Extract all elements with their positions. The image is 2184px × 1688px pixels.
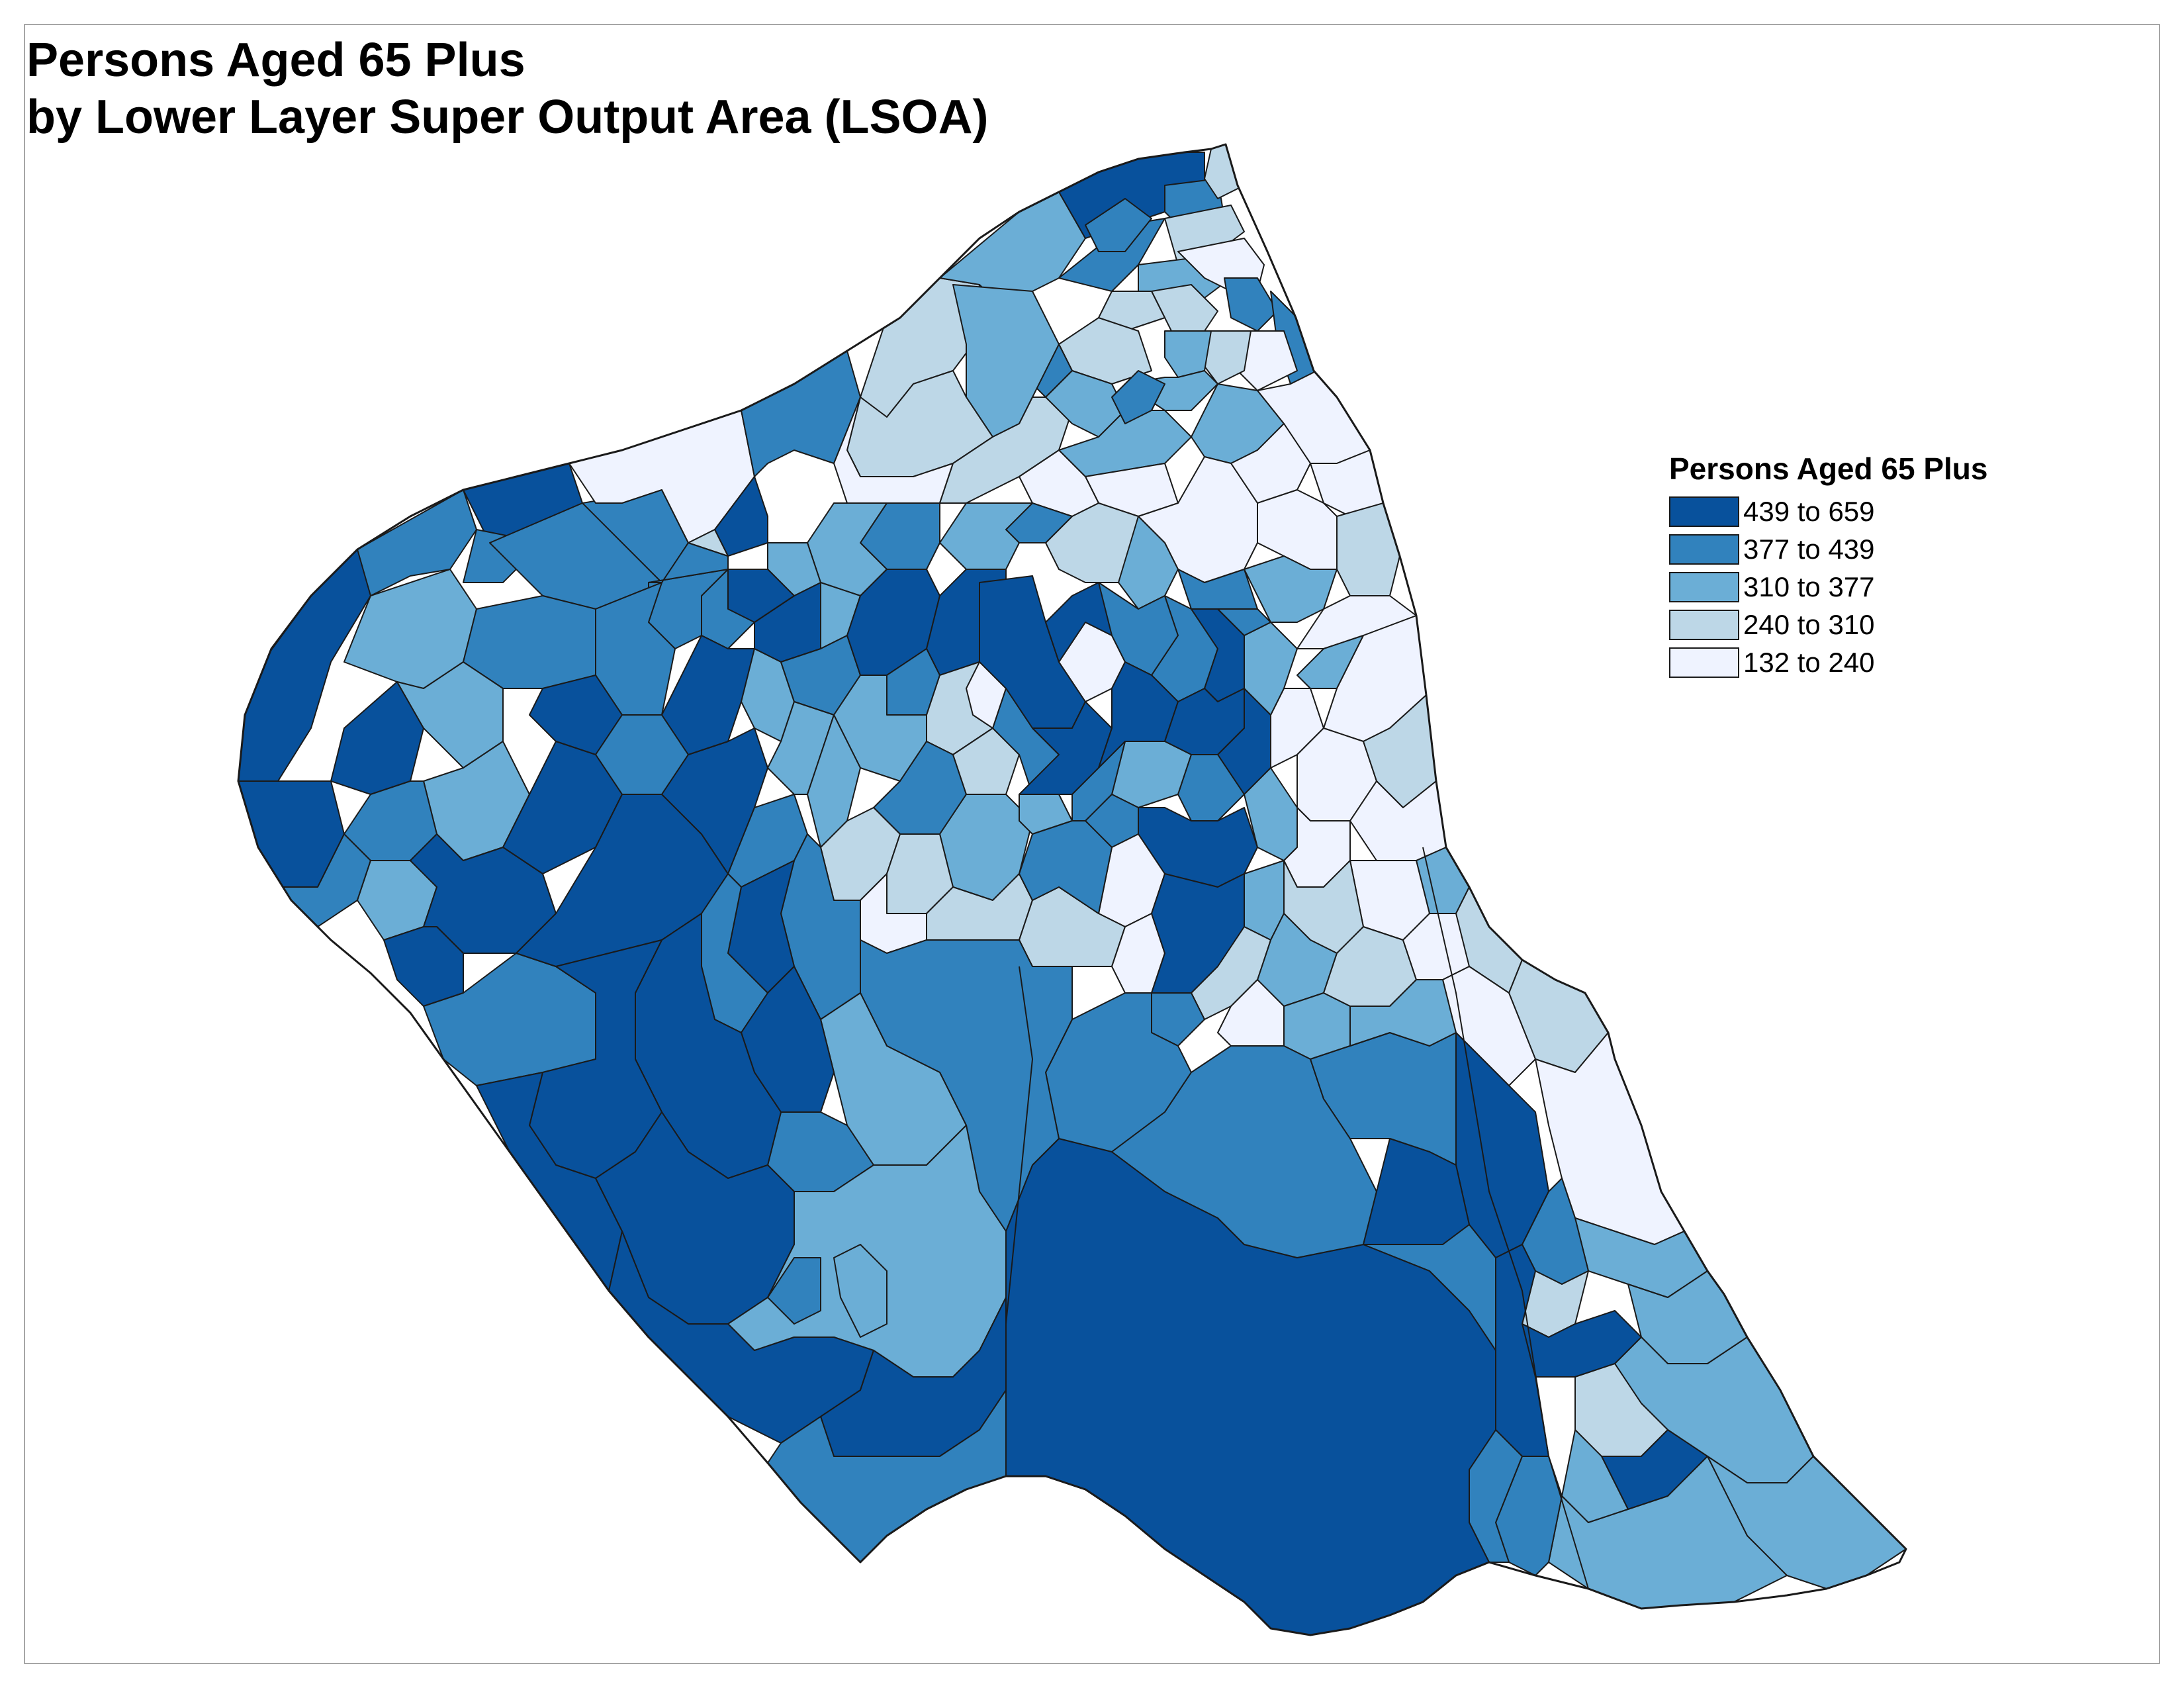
lsoa-area (1151, 284, 1218, 332)
district-boundary (237, 143, 1907, 1636)
legend: Persons Aged 65 Plus 439 to 659 377 to 4… (1669, 450, 1987, 681)
legend-row: 240 to 310 (1669, 606, 1987, 643)
legend-row: 377 to 439 (1669, 530, 1987, 568)
lsoa-area (1363, 1224, 1496, 1351)
legend-label: 132 to 240 (1743, 646, 1875, 678)
legend-row: 310 to 377 (1669, 568, 1987, 606)
lsoa-area (741, 350, 861, 477)
legend-swatch (1669, 609, 1739, 640)
lsoa-area (833, 1244, 887, 1338)
lsoa-area (648, 542, 729, 583)
legend-label: 310 to 377 (1743, 571, 1875, 602)
legend-title: Persons Aged 65 Plus (1669, 451, 1988, 486)
lsoa-area (396, 661, 504, 769)
map-frame (24, 24, 2160, 1664)
lsoa-area (966, 661, 1007, 729)
legend-label: 439 to 659 (1743, 495, 1875, 527)
legend-label: 377 to 439 (1743, 533, 1875, 565)
legend-swatch (1669, 571, 1739, 602)
map-title-line-1: Persons Aged 65 Plus (26, 34, 525, 87)
lsoa-area (502, 741, 623, 874)
lsoa-area (952, 727, 1020, 795)
lsoa-area (767, 1257, 821, 1325)
legend-swatch (1669, 647, 1739, 678)
lsoa-area (1244, 555, 1338, 623)
lsoa-area (1111, 370, 1165, 424)
motorway-line (1005, 966, 1033, 1476)
legend-swatch (1669, 496, 1739, 527)
lsoa-area (383, 926, 464, 1007)
lsoa-area (1045, 502, 1139, 583)
lsoa-area (1191, 926, 1271, 1020)
lsoa-area (727, 569, 795, 623)
lsoa-areas (238, 144, 1906, 1635)
lsoa-area (688, 529, 729, 557)
map-title-line-2: by Lower Layer Super Output Area (LSOA) (26, 91, 989, 144)
legend-swatch (1669, 534, 1739, 565)
lsoa-area (939, 502, 1033, 570)
lsoa-area (1336, 502, 1400, 596)
lsoa-area (1224, 277, 1278, 332)
lsoa-area (1177, 569, 1258, 610)
railway-line (1422, 847, 1589, 1589)
lsoa-area (1019, 820, 1113, 914)
lsoa-area (1085, 198, 1152, 252)
lsoa-area (1098, 291, 1165, 332)
lsoa-area (463, 595, 596, 689)
legend-label: 240 to 310 (1743, 608, 1875, 640)
map-title: Persons Aged 65 Plus by Lower Layer Supe… (26, 32, 989, 146)
lsoa-area (1349, 979, 1457, 1047)
legend-row: 439 to 659 (1669, 492, 1987, 530)
legend-row: 132 to 240 (1669, 643, 1987, 681)
